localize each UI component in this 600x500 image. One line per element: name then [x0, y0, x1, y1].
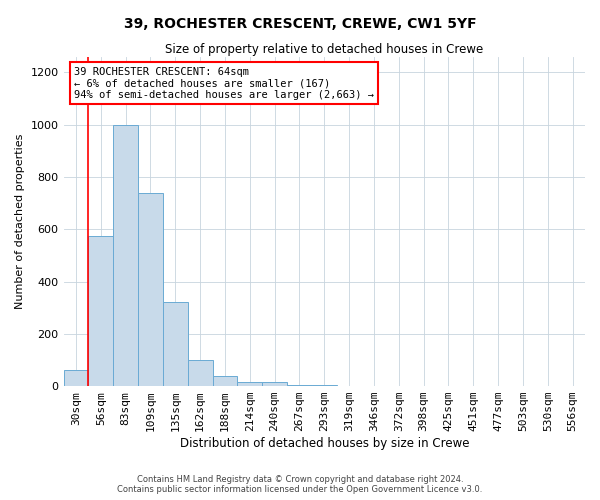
Bar [163, 302, 188, 386]
Text: 39, ROCHESTER CRESCENT, CREWE, CW1 5YF: 39, ROCHESTER CRESCENT, CREWE, CW1 5YF [124, 18, 476, 32]
Text: Contains HM Land Registry data © Crown copyright and database right 2024.
Contai: Contains HM Land Registry data © Crown c… [118, 474, 482, 494]
Bar [64, 370, 88, 386]
Title: Size of property relative to detached houses in Crewe: Size of property relative to detached ho… [165, 42, 484, 56]
X-axis label: Distribution of detached houses by size in Crewe: Distribution of detached houses by size … [179, 437, 469, 450]
Bar [113, 124, 138, 386]
Bar [287, 385, 312, 386]
Bar [262, 382, 287, 386]
Bar [312, 385, 337, 386]
Bar [212, 376, 238, 386]
Bar [138, 192, 163, 386]
Bar [188, 360, 212, 386]
Text: 39 ROCHESTER CRESCENT: 64sqm
← 6% of detached houses are smaller (167)
94% of se: 39 ROCHESTER CRESCENT: 64sqm ← 6% of det… [74, 66, 374, 100]
Bar [88, 236, 113, 386]
Bar [238, 382, 262, 386]
Y-axis label: Number of detached properties: Number of detached properties [15, 134, 25, 309]
